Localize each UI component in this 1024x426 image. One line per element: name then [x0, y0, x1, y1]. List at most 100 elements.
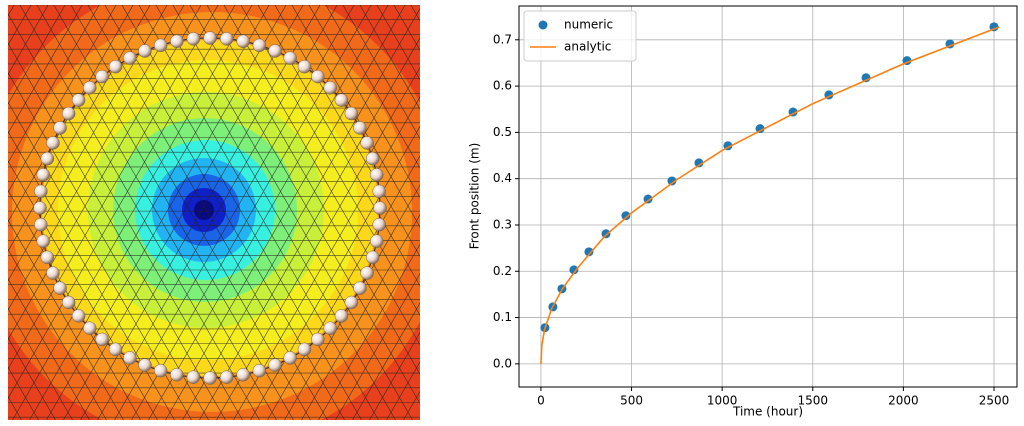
y-tick-label: 0.6: [493, 79, 512, 93]
mesh-edge: [449, 0, 697, 426]
mesh-edge: [393, 5, 420, 51]
mesh-edge: [257, 5, 420, 287]
legend-marker: [538, 20, 548, 30]
mesh-edge: [291, 5, 420, 228]
y-tick-label: 0.2: [493, 264, 512, 278]
mesh-edge: [816, 0, 1024, 426]
mesh-edge: [493, 0, 741, 426]
particle: [365, 151, 380, 166]
data-point: [667, 176, 677, 186]
mesh-edge: [670, 0, 918, 426]
data-point: [755, 124, 765, 134]
mesh-edge: [410, 5, 420, 22]
particle: [123, 351, 137, 365]
mesh-edge: [8, 5, 117, 193]
mesh-edge: [680, 0, 928, 426]
mesh-edge: [585, 0, 833, 426]
mesh-edge: [952, 0, 1024, 426]
particle: [33, 201, 47, 215]
mesh-edge: [653, 0, 901, 426]
particle: [123, 51, 137, 65]
mesh-edge: [748, 0, 996, 426]
particle: [53, 281, 67, 295]
particle: [334, 93, 349, 107]
mesh-edge: [425, 0, 673, 426]
mesh-edge: [352, 302, 420, 420]
particle: [268, 358, 282, 372]
mesh-edge: [578, 0, 826, 426]
particle: [372, 184, 386, 199]
particle: [40, 250, 55, 265]
mesh-edge: [867, 0, 1024, 426]
mesh-edge: [721, 0, 969, 426]
grid: [519, 6, 1017, 387]
mesh-edge: [318, 243, 420, 420]
mesh-edge: [216, 66, 420, 420]
mesh-edge: [267, 155, 420, 420]
particles: [33, 31, 387, 385]
particle: [186, 370, 201, 384]
mesh-edge: [8, 5, 83, 134]
mesh-edge: [544, 0, 792, 426]
mesh-edge: [403, 390, 420, 420]
particle: [323, 321, 337, 335]
mesh-edge: [687, 0, 935, 426]
particle: [170, 34, 184, 49]
mesh-edge: [284, 184, 420, 420]
x-tick-label: 1500: [797, 394, 828, 408]
particle: [334, 309, 349, 323]
mesh-edge: [738, 0, 986, 426]
mesh-edge: [376, 5, 420, 81]
particle: [95, 69, 109, 84]
particle: [53, 121, 67, 135]
mesh-edge: [636, 0, 884, 426]
mesh-edge: [223, 5, 420, 346]
particle: [283, 351, 297, 365]
particle: [323, 81, 337, 95]
mesh-edge: [833, 0, 1024, 426]
mesh-edge: [8, 5, 100, 164]
particle: [353, 281, 367, 295]
mesh-edge: [969, 0, 1024, 426]
mesh-edge: [308, 5, 420, 199]
mesh-edge: [619, 0, 867, 426]
mesh-edge: [918, 0, 1024, 426]
y-tick-label: 0.3: [493, 217, 512, 231]
particle: [360, 266, 374, 280]
y-axis-label: Front position (m): [468, 143, 482, 250]
contour: [194, 200, 214, 220]
plot-frame: [518, 5, 1018, 388]
data-line: [540, 26, 1000, 364]
mesh-edge: [182, 8, 420, 420]
particle: [61, 295, 76, 310]
mesh-edge: [986, 0, 1024, 426]
mesh-edge: [325, 5, 420, 169]
particle: [71, 309, 86, 323]
data-point: [643, 194, 653, 204]
y-tick-label: 0.0: [493, 356, 512, 370]
particle: [311, 69, 325, 84]
legend-label: analytic: [564, 40, 611, 54]
particle: [36, 234, 51, 248]
mesh-edge: [369, 331, 420, 420]
particle: [153, 38, 168, 53]
mesh-edge: [527, 0, 775, 426]
y-tick-label: 0.4: [493, 171, 512, 185]
particle: [36, 168, 51, 182]
mesh-edge: [359, 5, 420, 110]
mesh-edge: [8, 5, 134, 223]
particle: [283, 51, 297, 65]
x-tick-label: 2500: [979, 394, 1010, 408]
x-axis-label: Time (hour): [732, 405, 803, 419]
legend: numeric analytic: [523, 10, 637, 62]
mesh-edge: [510, 0, 758, 426]
mesh-edge: [240, 5, 420, 316]
particle: [34, 184, 48, 199]
particle: [203, 31, 217, 45]
particle: [311, 332, 325, 347]
mesh-edge: [335, 273, 420, 420]
mesh-edge: [165, 5, 406, 420]
mesh-edge: [342, 5, 420, 140]
particle: [61, 106, 76, 121]
